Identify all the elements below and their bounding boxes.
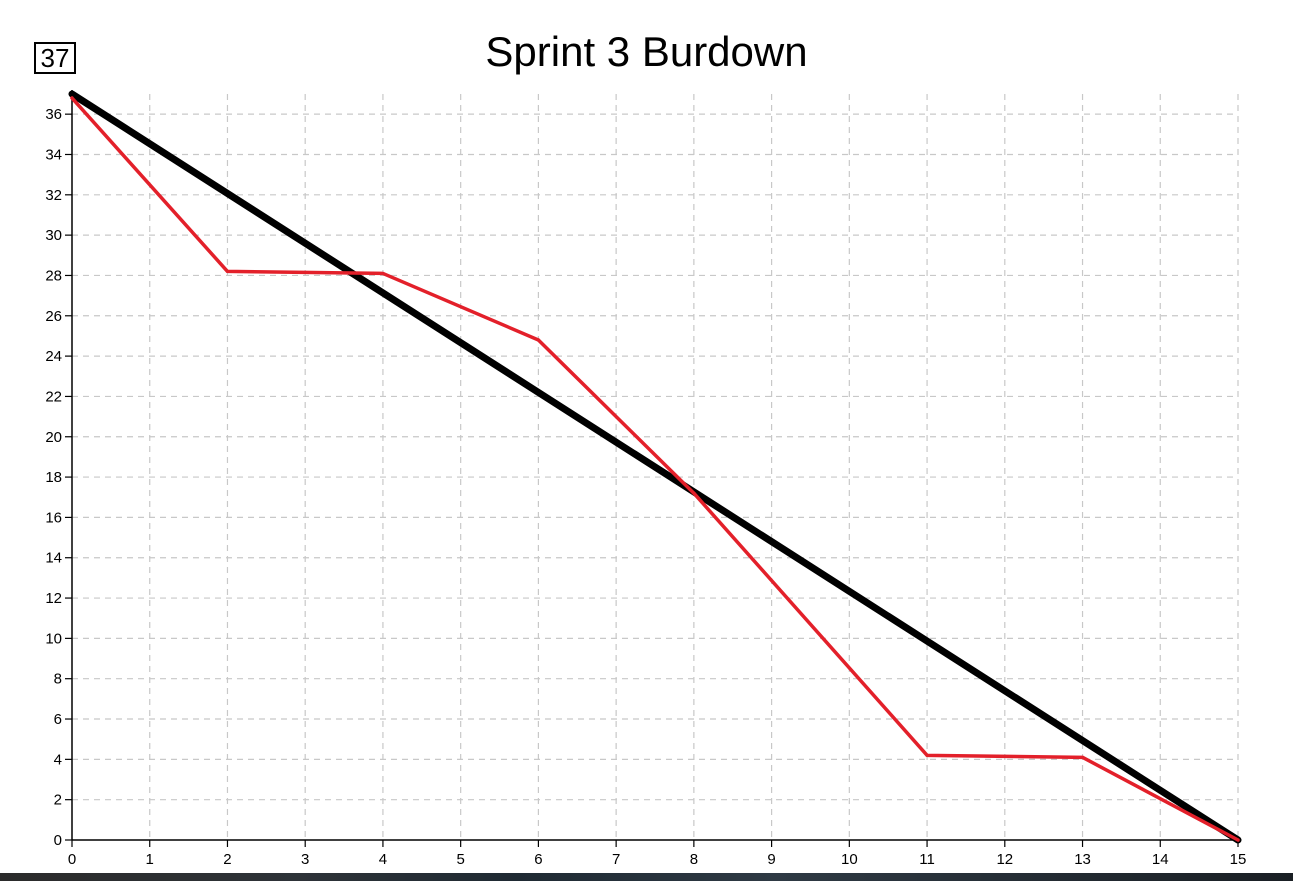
y-tick-label-22: 22: [45, 388, 62, 405]
actual-point-6: [536, 338, 541, 342]
x-tick-label-2: 2: [223, 851, 231, 868]
y-tick-label-18: 18: [45, 469, 62, 486]
y-tick-label-26: 26: [45, 308, 62, 325]
y-tick-label-28: 28: [45, 267, 62, 284]
actual-point-11: [925, 753, 929, 757]
y-tick-label-16: 16: [45, 509, 62, 526]
tick-labels: 0 1 2 3 4 5 6 7 8 9 10 11 12 13 14 15024681012141618202…: [45, 106, 1246, 868]
grid-lines: [72, 94, 1239, 840]
actual-point-13: [1080, 755, 1085, 759]
x-tick-label-11: 11: [919, 851, 935, 868]
x-tick-label-3: 3: [301, 851, 309, 868]
bottom-taskbar-strip: [0, 873, 1293, 881]
y-tick-label-12: 12: [45, 590, 62, 607]
y-tick-label-0: 0: [54, 832, 62, 849]
x-tick-label-9: 9: [767, 851, 775, 868]
y-tick-label-14: 14: [45, 550, 62, 567]
y-tick-label-10: 10: [45, 630, 62, 647]
x-tick-label-7: 7: [612, 851, 620, 868]
y-tick-label-30: 30: [45, 227, 62, 244]
y-tick-label-4: 4: [54, 751, 62, 768]
actual-point-8: [692, 491, 696, 495]
y-max-box: 37: [34, 42, 76, 74]
y-tick-label-6: 6: [54, 711, 62, 728]
y-tick-label-20: 20: [45, 429, 62, 446]
chart-title: Sprint 3 Burdown: [485, 28, 808, 75]
x-tick-label-13: 13: [1074, 851, 1091, 868]
y-tick-label-24: 24: [45, 348, 62, 365]
ideal-burndown-line: [68, 90, 1242, 844]
x-tick-label-8: 8: [690, 851, 698, 868]
x-tick-label-15: 15: [1230, 851, 1247, 868]
y-tick-label-36: 36: [45, 106, 62, 123]
x-tick-label-12: 12: [996, 851, 1013, 868]
actual-point-15: [1236, 838, 1240, 842]
y-tick-label-8: 8: [54, 671, 62, 688]
x-tick-label-5: 5: [456, 851, 464, 868]
actual-burndown-line: [70, 96, 1240, 842]
y-tick-label-2: 2: [54, 792, 62, 809]
y-tick-label-32: 32: [45, 187, 62, 204]
x-tick-label-6: 6: [534, 851, 542, 868]
x-tick-label-4: 4: [379, 851, 387, 868]
actual-point-2: [225, 269, 230, 274]
y-tick-label-34: 34: [45, 146, 62, 163]
actual-point-0: [70, 96, 74, 100]
x-tick-label-14: 14: [1152, 851, 1169, 868]
axes: [65, 90, 1239, 847]
x-tick-label-10: 10: [841, 851, 858, 868]
x-tick-label-0: 0: [68, 851, 76, 868]
actual-point-4: [381, 271, 385, 276]
series-lines: [68, 90, 1242, 844]
x-tick-label-1: 1: [146, 851, 154, 868]
